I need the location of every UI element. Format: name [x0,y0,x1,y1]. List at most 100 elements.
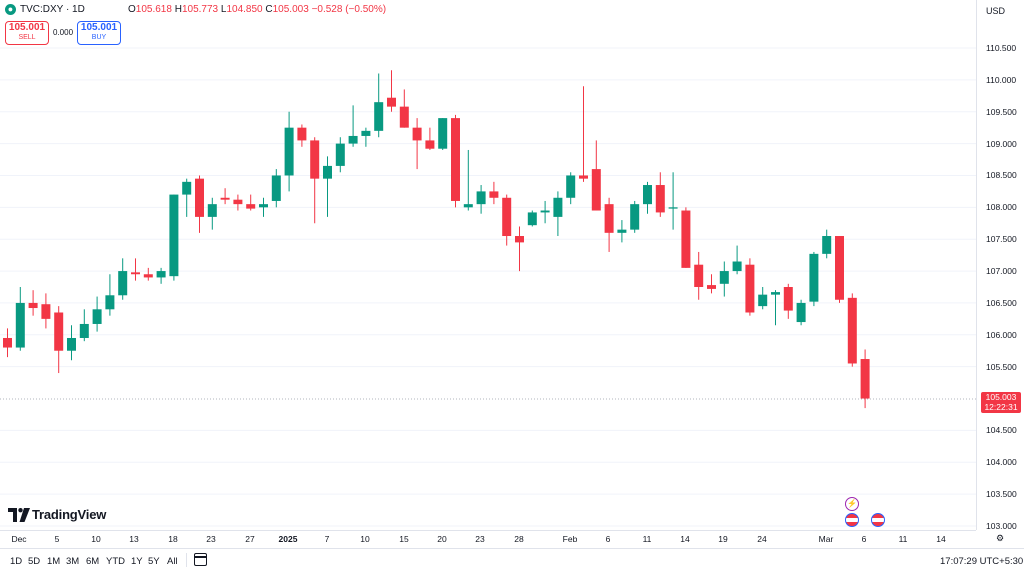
candle[interactable] [860,349,870,409]
candle[interactable] [771,290,780,326]
candle[interactable] [758,287,768,310]
candle[interactable] [54,306,64,374]
buy-button[interactable]: 105.001 BUY [77,21,121,45]
candle[interactable] [591,140,601,211]
candle-body [92,309,102,324]
time-tick: 23 [475,534,485,544]
candle[interactable] [182,178,192,217]
candle[interactable] [284,111,294,192]
candle[interactable] [668,172,678,230]
candle[interactable] [630,200,640,233]
candle[interactable] [489,181,499,205]
candle[interactable] [118,258,128,300]
candle[interactable] [745,258,755,316]
candle[interactable] [515,226,524,272]
price-axis[interactable] [976,0,1024,530]
dividend-event-icon[interactable]: ⚡ [845,497,859,511]
candle[interactable] [822,229,832,259]
symbol-label[interactable]: TVC:DXY · 1D [20,4,85,15]
candle[interactable] [694,251,704,300]
clock-display[interactable]: 17:07:29 UTC+5:30 [940,556,1024,567]
sell-button[interactable]: 105.001 SELL [5,21,49,45]
candle[interactable] [156,267,166,284]
candle[interactable] [553,191,563,237]
candle[interactable] [847,293,857,367]
candle[interactable] [79,309,89,342]
candle[interactable] [207,197,217,230]
candle-body [694,264,704,287]
candle[interactable] [195,175,204,233]
candle[interactable] [579,86,588,182]
candle-body [246,204,256,209]
candle[interactable] [527,210,537,227]
candle[interactable] [835,236,844,303]
candle[interactable] [28,290,38,316]
time-axis[interactable] [0,530,976,547]
candle[interactable] [131,258,140,281]
candle[interactable] [67,325,76,361]
candle[interactable] [617,220,627,243]
timeframe-button[interactable]: 6M [86,556,100,567]
candle[interactable] [233,194,243,211]
candle[interactable] [374,73,384,138]
currency-label[interactable]: USD [986,6,1006,16]
us-flag-event-icon[interactable] [845,513,859,527]
candle[interactable] [297,124,307,147]
candle-body [348,135,358,144]
candle-body [591,169,601,211]
candle[interactable] [732,245,742,275]
timeframe-button[interactable]: 5Y [148,556,160,567]
candle[interactable] [361,127,371,147]
candle[interactable] [502,194,512,246]
candlestick-chart[interactable] [0,0,976,530]
timeframe-button[interactable]: YTD [106,556,125,567]
candle[interactable] [655,172,665,217]
timeframe-button[interactable]: 3M [66,556,80,567]
candle[interactable] [348,105,358,147]
axis-settings-icon[interactable]: ⚙ [996,533,1005,543]
timeframe-button[interactable]: 5D [28,556,41,567]
calendar-icon[interactable] [194,553,207,566]
candle[interactable] [604,197,614,252]
candle[interactable] [796,299,806,326]
candle[interactable] [540,200,550,224]
tradingview-logo-icon[interactable] [8,506,30,524]
candle[interactable] [220,188,230,205]
bar-countdown: 12:22:31 [984,402,1018,412]
candle[interactable] [335,137,345,173]
candle[interactable] [783,283,793,319]
tradingview-brand[interactable]: TradingView [32,507,107,522]
candle[interactable] [476,185,486,214]
candle[interactable] [41,293,51,329]
us-flag-event-icon[interactable] [871,513,885,527]
candle[interactable] [719,261,729,297]
candle[interactable] [3,328,12,358]
candle-body [681,210,691,268]
candle[interactable] [169,194,179,281]
candle[interactable] [246,194,256,211]
candle[interactable] [681,207,691,268]
candle[interactable] [259,197,268,217]
candle[interactable] [310,137,320,224]
timeframe-button[interactable]: All [167,556,178,567]
timeframe-button[interactable]: 1M [47,556,61,567]
candle[interactable] [15,287,25,351]
candle[interactable] [105,274,115,316]
candle[interactable] [451,114,460,208]
candle[interactable] [92,296,102,332]
candle[interactable] [387,70,396,112]
candle[interactable] [399,89,409,128]
candle[interactable] [438,118,448,150]
timeframe-button[interactable]: 1D [10,556,23,567]
candle[interactable] [643,181,652,214]
candle[interactable] [425,127,435,150]
candle[interactable] [707,274,716,294]
timeframe-button[interactable]: 1Y [131,556,143,567]
candle[interactable] [271,169,281,208]
candle[interactable] [143,267,153,281]
candle[interactable] [463,149,473,211]
candle[interactable] [566,172,576,205]
candle[interactable] [809,251,819,307]
candle[interactable] [323,156,332,217]
candle[interactable] [412,118,422,170]
